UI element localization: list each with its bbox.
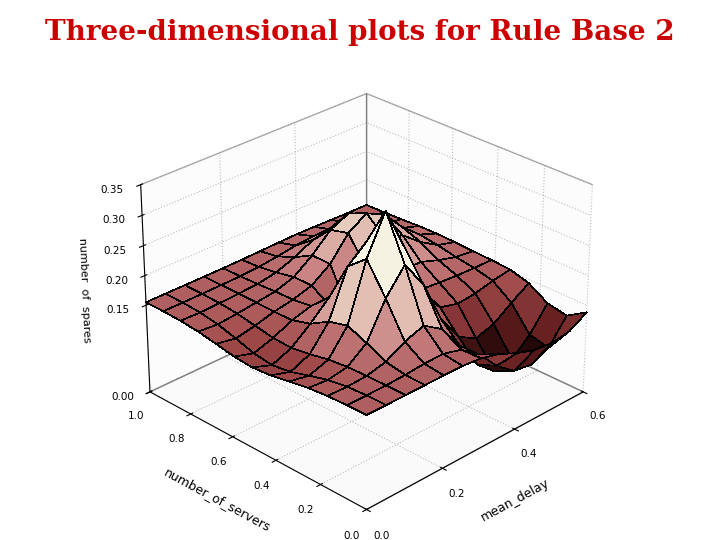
Y-axis label: number_of_servers: number_of_servers: [162, 465, 273, 534]
X-axis label: mean_delay: mean_delay: [479, 476, 552, 524]
Text: Three-dimensional plots for Rule Base 2: Three-dimensional plots for Rule Base 2: [45, 19, 675, 46]
